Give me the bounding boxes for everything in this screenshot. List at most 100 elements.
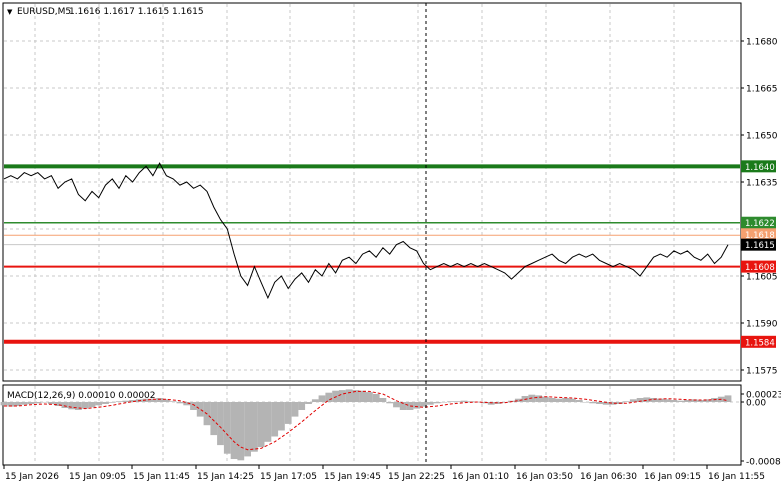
- macd-bar: [629, 399, 637, 402]
- macd-bar: [541, 396, 549, 402]
- macd-bar: [264, 402, 272, 442]
- macd-bar: [609, 402, 617, 405]
- time-tick-label: 16 Jan 11:55: [708, 472, 765, 482]
- macd-indicator-label[interactable]: MACD(12,26,9) 0.00010 0.00002: [7, 391, 156, 401]
- macd-bar: [494, 402, 502, 404]
- price-tick-label: 1.1605: [746, 273, 778, 283]
- macd-bar: [298, 402, 306, 410]
- macd-bar: [271, 402, 279, 437]
- level-tag-bg: [741, 160, 776, 173]
- macd-bar: [142, 398, 150, 402]
- macd-bar: [535, 395, 542, 402]
- macd-bar: [0, 402, 8, 406]
- price-tick-label: 1.1590: [746, 320, 778, 330]
- time-axis: 15 Jan 2026 15 Jan 09:05 15 Jan 11:45 15 Ja…: [3, 465, 765, 482]
- macd-signal-line: [4, 390, 729, 451]
- macd-bar: [305, 402, 312, 404]
- macd-bar: [163, 399, 170, 402]
- macd-bar: [724, 395, 732, 402]
- price-tick-label: 1.1665: [746, 85, 778, 95]
- time-tick-label: 16 Jan 01:10: [452, 472, 509, 482]
- level-tag-label: 1.1584: [745, 338, 775, 348]
- macd-bar: [440, 402, 448, 403]
- macd-bar: [393, 402, 400, 408]
- macd-bar: [169, 401, 177, 402]
- macd-bar: [311, 399, 319, 402]
- level-tag-bg: [741, 238, 776, 251]
- macd-bar: [7, 402, 15, 407]
- time-tick-label: 16 Jan 09:15: [644, 472, 701, 482]
- level-tag-label: 1.1640: [745, 163, 775, 173]
- macd-bar: [386, 402, 394, 404]
- symbol-dropdown-icon[interactable]: ▼: [7, 8, 13, 16]
- level-tag-bg: [741, 335, 776, 348]
- macd-bar: [75, 402, 82, 410]
- macd-bar: [562, 398, 569, 402]
- macd-bar: [190, 402, 197, 410]
- level-lines[interactable]: [4, 164, 740, 344]
- macd-bar: [102, 402, 109, 404]
- macd-bar: [278, 402, 285, 431]
- price-line: [3, 162, 729, 300]
- time-tick-label: 16 Jan 03:50: [516, 472, 573, 482]
- macd-bar: [352, 390, 360, 402]
- macd-bar: [650, 398, 657, 402]
- macd-bar: [196, 402, 204, 417]
- level-tag-label: 1.1615: [745, 241, 775, 251]
- symbol-timeframe: EURUSD,M5: [17, 7, 71, 17]
- macd-bar: [399, 402, 407, 410]
- macd-bar: [95, 402, 103, 406]
- macd-bar: [555, 398, 563, 402]
- level-tag-label: 1.1618: [745, 231, 775, 241]
- level-tag-bg: [741, 228, 776, 241]
- macd-bar: [257, 402, 265, 448]
- macd-bar: [379, 398, 387, 402]
- macd-bar: [34, 402, 42, 404]
- level-tag-bg: [741, 260, 776, 273]
- macd-bar: [690, 399, 698, 402]
- time-tick-label: 15 Jan 2026: [5, 472, 59, 482]
- macd-tick-label: 0.00: [746, 399, 766, 409]
- price-tick-label: 1.1575: [746, 367, 778, 377]
- time-tick-label: 15 Jan 14:25: [197, 472, 254, 482]
- macd-bar: [88, 402, 96, 408]
- time-tick-label: 15 Jan 09:05: [69, 472, 126, 482]
- ohlc-quotes: 1.1616 1.1617 1.1615 1.1615: [69, 7, 204, 17]
- macd-bar: [433, 402, 441, 404]
- macd-bar: [338, 390, 346, 402]
- macd-bar: [237, 402, 245, 461]
- macd-bar: [156, 398, 163, 402]
- macd-bar: [223, 402, 231, 454]
- macd-bar: [244, 402, 251, 457]
- time-tick-label: 15 Jan 22:25: [388, 472, 445, 482]
- macd-bar: [366, 392, 373, 402]
- macd-bar: [54, 402, 62, 406]
- level-tag-bg: [741, 216, 776, 229]
- macd-tick-label: 0.00023: [746, 391, 781, 401]
- macd-bar: [623, 401, 630, 402]
- macd-bar: [663, 399, 671, 402]
- time-tick-label: 15 Jan 11:45: [133, 472, 190, 482]
- macd-bar: [582, 402, 590, 403]
- macd-tick-label: -0.00089: [746, 458, 781, 468]
- time-tick-label: 16 Jan 06:30: [580, 472, 637, 482]
- macd-bar: [108, 402, 116, 403]
- price-axis: 1.1680 1.1665 1.1650 1.1635 1.1605 1.1590 1.15…: [741, 38, 778, 377]
- macd-bar: [514, 398, 522, 402]
- macd-bar: [20, 402, 28, 405]
- macd-bar: [406, 402, 414, 410]
- level-tag-label: 1.1608: [745, 263, 775, 273]
- price-series: [3, 162, 729, 300]
- macd-bar: [291, 402, 299, 417]
- macd-bar: [670, 400, 678, 402]
- macd-bar: [61, 402, 69, 408]
- main-chart-frame: [2, 2, 742, 382]
- macd-bar: [684, 400, 691, 402]
- macd-bar: [602, 402, 610, 405]
- macd-bar: [454, 401, 461, 402]
- macd-bar: [284, 402, 292, 424]
- macd-bar: [704, 399, 712, 402]
